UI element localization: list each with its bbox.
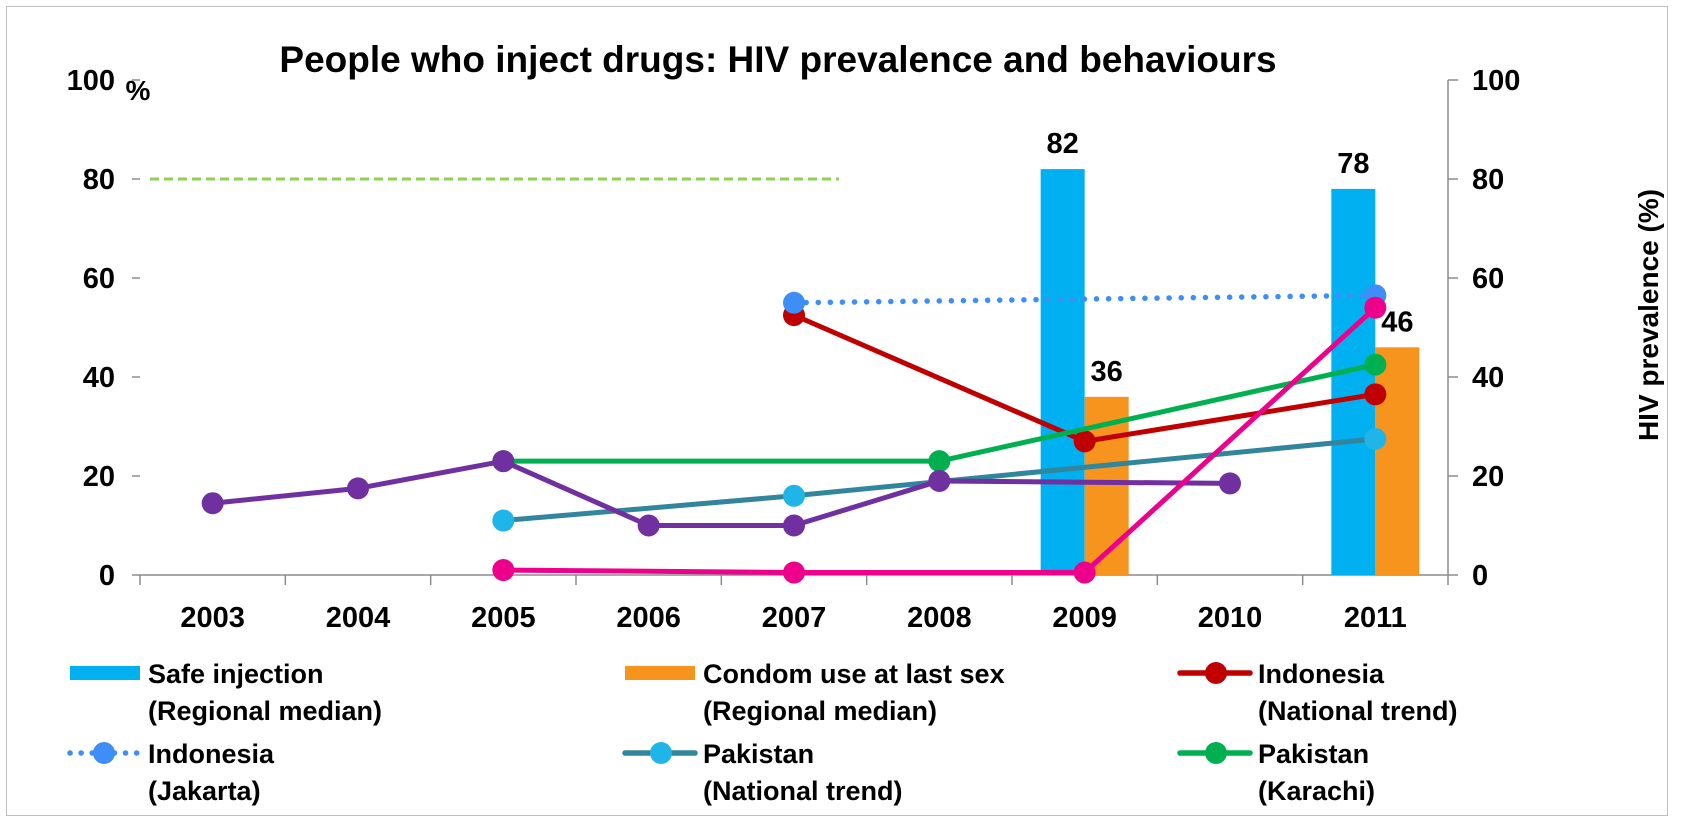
left-tick-label: 80 bbox=[83, 164, 115, 196]
series-marker bbox=[492, 450, 515, 473]
left-tick-label: 20 bbox=[83, 461, 115, 493]
series-marker bbox=[1219, 472, 1241, 495]
left-tick-label: 0 bbox=[99, 560, 115, 592]
lines-layer bbox=[201, 284, 1387, 584]
series-marker bbox=[783, 484, 805, 507]
x-tick-label: 2008 bbox=[907, 602, 972, 634]
series-line bbox=[791, 292, 1379, 306]
right-tick-label: 100 bbox=[1472, 65, 1520, 97]
legend: Safe injection (Regional median) Condom us… bbox=[67, 659, 1458, 806]
right-axis-title: HIV prevalence (%) bbox=[1633, 189, 1664, 441]
legend-label: Pakistan bbox=[1258, 739, 1369, 769]
left-tick-label: 100 bbox=[67, 65, 115, 97]
right-tick-label: 80 bbox=[1472, 164, 1504, 196]
legend-label: Indonesia bbox=[148, 739, 275, 769]
x-tick-label: 2004 bbox=[326, 602, 391, 634]
legend-sublabel: (Regional median) bbox=[148, 696, 382, 726]
x-tick-label: 2006 bbox=[616, 602, 681, 634]
bar-value-label: 78 bbox=[1337, 148, 1369, 180]
legend-label: Condom use at last sex bbox=[703, 659, 1005, 689]
series-marker bbox=[928, 469, 951, 492]
series-marker bbox=[783, 514, 805, 537]
series-marker bbox=[1073, 430, 1096, 453]
left-axis-unit: % bbox=[126, 75, 151, 106]
series-line bbox=[500, 305, 1378, 576]
bar-labels-layer: 82 78 36 46 bbox=[1047, 128, 1414, 388]
series-marker bbox=[492, 509, 515, 532]
legend-marker bbox=[1205, 662, 1227, 684]
legend-label: Indonesia bbox=[1258, 659, 1385, 689]
bar bbox=[1040, 169, 1085, 575]
x-tick-label: 2011 bbox=[1344, 602, 1407, 634]
right-tick-label: 40 bbox=[1472, 362, 1504, 394]
x-tick-label: 2007 bbox=[762, 602, 827, 634]
x-tick-label: 2010 bbox=[1198, 602, 1263, 634]
series-marker bbox=[1364, 383, 1387, 406]
left-tick-label: 60 bbox=[83, 263, 115, 295]
legend-sublabel: (Jakarta) bbox=[148, 776, 261, 806]
x-tick-label: 2005 bbox=[471, 602, 536, 634]
legend-sublabel: (Regional median) bbox=[703, 696, 937, 726]
bar-value-label: 82 bbox=[1047, 128, 1079, 160]
series-marker bbox=[928, 450, 951, 473]
legend-label: Safe injection bbox=[148, 659, 324, 689]
series-marker bbox=[492, 559, 515, 582]
bar-value-label: 46 bbox=[1381, 306, 1413, 338]
x-tick-label: 2003 bbox=[180, 602, 245, 634]
legend-swatch bbox=[70, 666, 140, 680]
series-marker bbox=[783, 291, 805, 314]
right-tick-label: 0 bbox=[1472, 560, 1488, 592]
series-marker bbox=[1364, 353, 1387, 376]
left-tick-label: 40 bbox=[83, 362, 115, 394]
series-marker bbox=[1073, 561, 1096, 584]
legend-sublabel: (Karachi) bbox=[1258, 776, 1375, 806]
legend-marker bbox=[650, 742, 672, 764]
series-marker bbox=[1364, 427, 1387, 450]
legend-swatch bbox=[625, 666, 695, 680]
series-marker bbox=[1364, 296, 1387, 319]
series-marker bbox=[637, 514, 660, 537]
chart-title: People who inject drugs: HIV prevalence … bbox=[279, 39, 1276, 80]
legend-label: Pakistan bbox=[703, 739, 814, 769]
bar bbox=[1375, 347, 1420, 575]
series-marker bbox=[347, 477, 369, 500]
series-marker bbox=[201, 492, 224, 515]
bar bbox=[1331, 188, 1376, 575]
x-tick-label: 2009 bbox=[1052, 602, 1117, 634]
bars-layer bbox=[1040, 169, 1420, 575]
bar-value-label: 36 bbox=[1091, 356, 1123, 388]
axes-layer: 2003 2004 2005 2006 2007 2008 2009 2010 2011 0 20 4… bbox=[67, 65, 1521, 634]
legend-sublabel: (National trend) bbox=[703, 776, 903, 806]
legend-marker bbox=[93, 742, 115, 764]
legend-sublabel: (National trend) bbox=[1258, 696, 1458, 726]
right-tick-label: 60 bbox=[1472, 263, 1504, 295]
right-tick-label: 20 bbox=[1472, 461, 1504, 493]
series-marker bbox=[783, 561, 805, 584]
legend-marker bbox=[1205, 742, 1227, 764]
